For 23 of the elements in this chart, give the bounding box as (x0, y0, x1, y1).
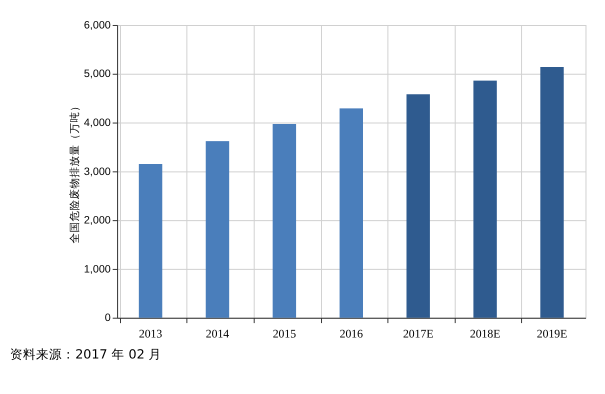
y-tick-label: 5,000 (84, 68, 111, 80)
x-tick-label: 2016 (340, 328, 364, 341)
bar (206, 141, 230, 318)
y-tick-label: 0 (104, 312, 111, 324)
x-tick-label: 2014 (206, 328, 230, 341)
y-tick-label: 4,000 (84, 116, 111, 129)
y-tick-label: 6,000 (84, 19, 111, 32)
y-tick-label: 2,000 (84, 214, 111, 227)
text: 资料来源：2017 年 02 月 (10, 346, 162, 362)
bar (540, 66, 564, 318)
x-tick-label: 2013 (138, 328, 162, 341)
bar (340, 108, 363, 318)
x-tick-label: 2017E (402, 328, 434, 341)
x-tick-label: 2015 (272, 328, 296, 341)
y-tick-label: 3,000 (84, 166, 111, 178)
bar (406, 94, 430, 318)
x-tick-label: 2018E (470, 328, 500, 341)
y-axis-title: 全国危险废物排放量（万吨） (68, 100, 82, 244)
x-tick-label: 2019E (536, 328, 568, 341)
bar (272, 124, 296, 318)
bar (138, 164, 162, 318)
y-tick-label: 1,000 (84, 263, 111, 276)
bar (473, 80, 497, 318)
